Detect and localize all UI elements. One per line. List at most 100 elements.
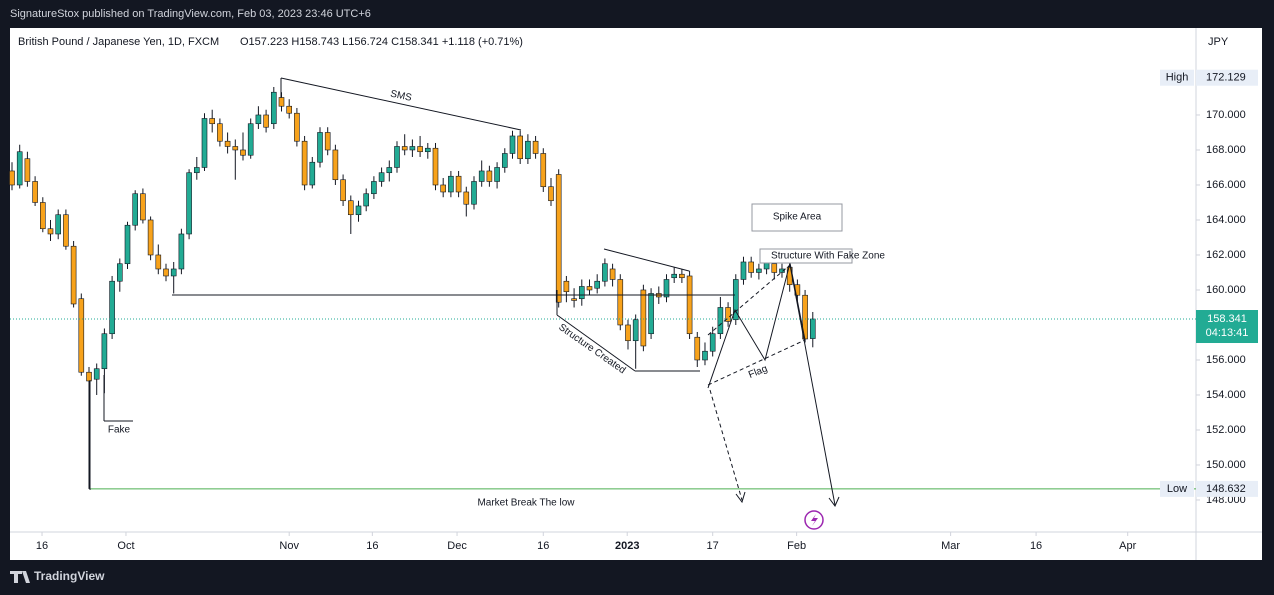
- sms-line: [280, 77, 522, 131]
- flag-dash: [707, 339, 806, 386]
- candle-body: [270, 91, 277, 125]
- candle-body: [740, 261, 747, 280]
- high-value-box: [1196, 69, 1258, 86]
- candle-body: [178, 233, 185, 270]
- candle-body: [640, 289, 647, 347]
- candle-body: [663, 279, 670, 298]
- candle-body: [347, 200, 354, 216]
- candle-body: [209, 118, 215, 125]
- last-price-label: 158.341: [1207, 313, 1247, 325]
- candle-body: [632, 319, 639, 342]
- currency: JPY: [1208, 36, 1229, 48]
- candle-body: [16, 151, 23, 186]
- candle-body: [771, 263, 778, 273]
- candle-body: [671, 273, 677, 279]
- candle-body: [286, 105, 292, 114]
- candle-body: [525, 140, 531, 160]
- candle-body: [394, 146, 400, 168]
- top-line: [603, 248, 690, 272]
- candle-body: [578, 286, 585, 300]
- high-tag-label: High: [1166, 72, 1189, 84]
- candle-body: [694, 336, 701, 361]
- candle-body: [47, 228, 54, 235]
- candle-body: [124, 224, 131, 265]
- candle-body: [386, 167, 393, 174]
- candle-body: [679, 273, 685, 279]
- ohlc-legend: O157.223 H158.743 L156.724 C158.341 +1.1…: [240, 36, 523, 48]
- y-tick-label: 162.000: [1206, 249, 1246, 261]
- annotation: Spike Area: [773, 212, 822, 223]
- annotation: Structure With Fake Zone: [771, 251, 885, 262]
- candle-body: [378, 172, 385, 182]
- event-icon[interactable]: [804, 510, 824, 530]
- candle-body: [648, 293, 654, 335]
- candle-body: [501, 153, 508, 168]
- candle-body: [725, 307, 731, 322]
- candle-body: [594, 280, 600, 289]
- annotation: SMS: [389, 89, 413, 104]
- candle-body: [255, 114, 262, 125]
- candle-body: [332, 149, 339, 181]
- candle-body: [324, 132, 331, 151]
- annotation: Fake: [108, 425, 131, 436]
- candle-body: [555, 174, 562, 303]
- flag-zigzag: [707, 262, 806, 389]
- fake-zone-box: [759, 248, 853, 264]
- annotation: Market Break The low: [477, 498, 575, 509]
- drawings: [89, 77, 853, 530]
- candle-body: [263, 114, 269, 128]
- candle-body: [509, 135, 516, 154]
- candle-body: [517, 135, 523, 160]
- candle-body: [424, 147, 431, 153]
- symbol-title: British Pound / Japanese Yen, 1D, FXCM: [18, 36, 219, 48]
- candle-body: [309, 161, 316, 186]
- x-tick-label: Dec: [447, 540, 467, 552]
- chart-area: [10, 28, 1262, 560]
- candle-body: [78, 298, 85, 373]
- candle-body: [147, 219, 154, 256]
- candle-body: [809, 318, 816, 339]
- candle-body: [340, 179, 346, 202]
- candle-body: [748, 261, 754, 273]
- y-tick-label: 160.000: [1206, 284, 1246, 296]
- x-tick-label: Nov: [279, 540, 299, 552]
- high-value: 172.129: [1206, 72, 1246, 84]
- high-tag: [1160, 69, 1194, 86]
- candle-body: [247, 123, 254, 156]
- y-tick-label: 170.000: [1206, 109, 1246, 121]
- candle-body: [478, 170, 485, 182]
- candle-body: [363, 193, 369, 207]
- candle-body: [563, 280, 570, 293]
- candle-body: [486, 170, 493, 182]
- y-tick-label: 164.000: [1206, 214, 1246, 226]
- x-tick-label: 16: [1030, 540, 1042, 552]
- candle-body: [301, 140, 308, 186]
- candle-body: [155, 254, 162, 270]
- arrow-head: [735, 491, 746, 504]
- candle-body: [186, 172, 192, 235]
- low-value: 148.632: [1206, 483, 1246, 495]
- y-tick-label: 166.000: [1206, 179, 1246, 191]
- candle-body: [371, 181, 377, 195]
- y-tick-label: 152.000: [1206, 424, 1246, 436]
- candle-body: [240, 149, 246, 156]
- candle-body: [170, 268, 177, 277]
- candle-body: [586, 286, 593, 291]
- x-tick-label: Feb: [787, 540, 806, 552]
- candle-body: [163, 268, 169, 277]
- structure-created-line: [556, 314, 636, 372]
- x-tick-label: 17: [707, 540, 719, 552]
- low-tag-label: Low: [1167, 483, 1187, 495]
- candle-body: [140, 193, 146, 221]
- low-tag: [1160, 480, 1194, 497]
- candle-body: [294, 112, 300, 142]
- candle-body: [193, 167, 200, 174]
- candle-body: [709, 333, 716, 352]
- candle-body: [86, 371, 92, 382]
- candle-body: [40, 202, 46, 230]
- candle-body: [686, 275, 693, 335]
- candle-body: [471, 181, 477, 205]
- candle-body: [540, 153, 547, 188]
- footer: TradingView: [34, 569, 105, 583]
- candle-body: [24, 158, 31, 182]
